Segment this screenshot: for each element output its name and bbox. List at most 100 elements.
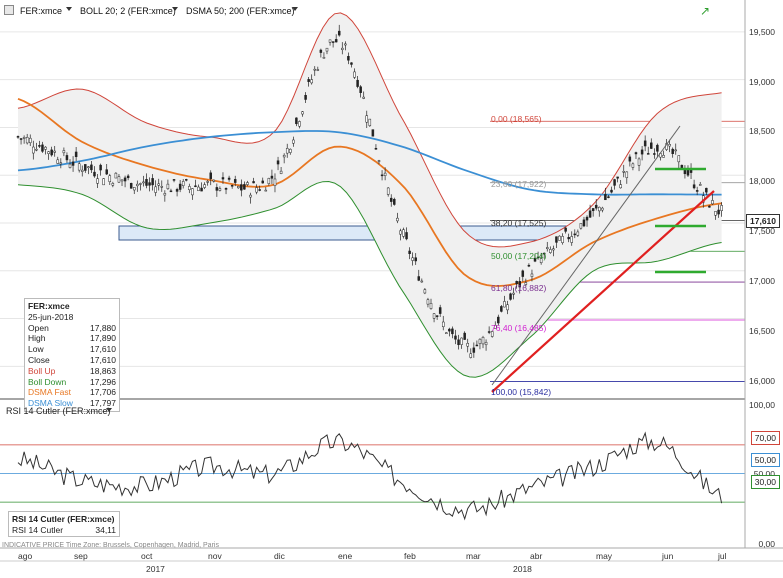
symbol-selector[interactable]: FER:xmce [20, 6, 63, 16]
red-trendline[interactable] [491, 190, 715, 393]
candle-body [221, 177, 225, 180]
candle-body [714, 211, 717, 216]
candle-body [469, 353, 473, 358]
candle-body [331, 41, 335, 43]
info-row-label: Low [28, 344, 44, 355]
candle-body [573, 233, 577, 236]
candle-body [490, 331, 494, 337]
chevron-down-icon[interactable] [106, 408, 112, 412]
candle-body [151, 178, 154, 186]
rsi-tick: 100,00 [749, 400, 775, 410]
candle-body [41, 144, 44, 152]
candle-body [494, 325, 497, 329]
candle-body [188, 186, 191, 190]
candle-body [224, 188, 228, 190]
candle-body [653, 153, 656, 155]
boll-indicator-selector[interactable]: BOLL 20; 2 (FER:xmce) [80, 6, 176, 16]
candle-body [120, 179, 124, 182]
trend-icon[interactable]: ↗ [700, 4, 711, 18]
candle-body [509, 293, 512, 300]
candle-body [44, 146, 47, 150]
candle-body [432, 313, 436, 319]
candle-body [99, 164, 102, 171]
candle-body [185, 179, 188, 181]
info-row: Open 17,880 [28, 323, 116, 334]
candle-body [136, 183, 139, 187]
info-row-label: Close [28, 354, 50, 365]
info-row-label: Open [28, 322, 49, 333]
info-row-label: Boll Down [28, 376, 67, 387]
candle-body [154, 186, 157, 193]
info-row-value: 17,797 [90, 398, 116, 409]
candle-body [108, 175, 112, 182]
toolbar-grid-icon[interactable] [4, 5, 14, 15]
candle-body [576, 231, 580, 236]
candle-body [65, 155, 69, 161]
candle-body [38, 145, 41, 147]
gray-trendline[interactable] [491, 125, 681, 386]
ohlc-info-box: FER:xmce 25-jun-2018 Open 17,880 High 17,89… [24, 298, 120, 412]
chevron-down-icon[interactable] [292, 7, 298, 11]
candle-body [22, 137, 26, 139]
candle-body [457, 339, 460, 346]
candle-body [145, 178, 148, 186]
info-row-label: DSMA Fast [28, 387, 71, 398]
info-row-value: 17,706 [90, 387, 116, 398]
candle-body [567, 237, 570, 240]
candle-body [371, 129, 375, 137]
candle-body [512, 292, 515, 295]
candle-body [62, 150, 66, 154]
month-label: jul [718, 551, 727, 561]
chevron-down-icon[interactable] [172, 7, 178, 11]
candle-body [695, 190, 699, 192]
info-row-value: 17,610 [90, 344, 116, 355]
candle-body [368, 118, 372, 126]
rsi-line [17, 431, 723, 521]
candle-body [114, 172, 118, 179]
candle-body [163, 193, 167, 196]
candle-body [438, 307, 442, 314]
candle-body [598, 206, 601, 212]
candle-body [607, 196, 610, 198]
candle-body [96, 178, 99, 184]
candle-body [515, 280, 518, 285]
candle-body [243, 184, 246, 190]
rsi-badge-30: 30,00 [750, 475, 780, 489]
candle-body [279, 170, 283, 174]
candle-body [273, 178, 277, 186]
rsi-title[interactable]: RSI 14 Cutler (FER:xmce) [6, 406, 111, 416]
candle-body [84, 164, 87, 171]
candle-body [463, 332, 466, 340]
candle-body [111, 183, 115, 186]
candle-body [227, 177, 231, 180]
year-label: 2018 [513, 564, 532, 574]
fib-label: 0,00 (18,565) [491, 114, 542, 124]
month-label: dic [274, 551, 285, 561]
candle-body [117, 176, 121, 183]
candle-body [123, 177, 127, 182]
candle-body [454, 335, 457, 340]
candle-body [218, 188, 222, 191]
candle-body [126, 175, 130, 179]
year-label: 2017 [146, 564, 165, 574]
chevron-down-icon[interactable] [66, 7, 72, 11]
candle-body [87, 166, 90, 168]
candle-body [53, 150, 56, 153]
candle-body [533, 257, 537, 262]
candle-body [255, 187, 258, 193]
candle-body [619, 184, 622, 189]
price-tick: 17,500 [749, 226, 775, 236]
candle-body [175, 189, 179, 192]
candle-body [552, 248, 555, 251]
candle-body [478, 338, 482, 344]
candle-body [497, 316, 500, 324]
month-label: nov [208, 551, 222, 561]
month-label: oct [141, 551, 153, 561]
candle-body [386, 187, 390, 195]
dsma-indicator-selector[interactable]: DSMA 50; 200 (FER:xmce) [186, 6, 295, 16]
candle-body [215, 187, 219, 191]
candle-body [356, 79, 359, 87]
candle-body [270, 175, 274, 179]
